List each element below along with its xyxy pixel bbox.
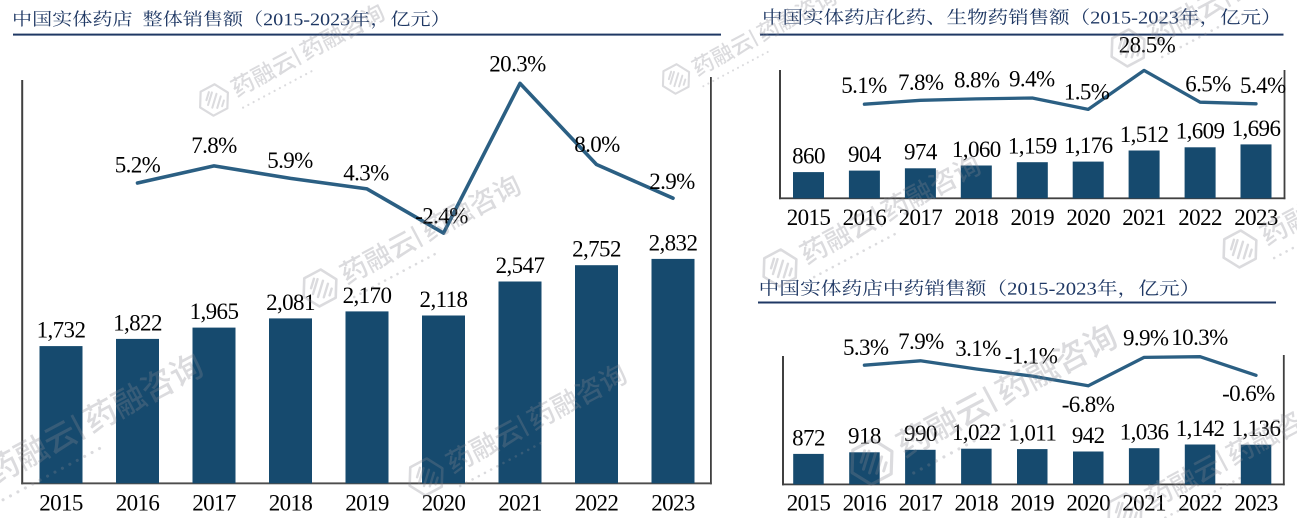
- svg-text:1,022: 1,022: [952, 420, 1001, 445]
- svg-text:904: 904: [848, 142, 882, 167]
- svg-text:2022: 2022: [1178, 205, 1222, 230]
- svg-text:2015: 2015: [787, 491, 831, 516]
- svg-text:2021: 2021: [498, 491, 542, 516]
- svg-text:8.8%: 8.8%: [954, 68, 1000, 93]
- svg-text:1,609: 1,609: [1176, 119, 1225, 144]
- svg-text:2023: 2023: [1234, 205, 1278, 230]
- svg-text:1,732: 1,732: [37, 318, 86, 343]
- svg-text:2,752: 2,752: [572, 237, 621, 262]
- svg-text:2019: 2019: [345, 491, 389, 516]
- svg-text:1,136: 1,136: [1232, 416, 1281, 441]
- svg-text:1.5%: 1.5%: [1064, 79, 1110, 104]
- svg-text:20.3%: 20.3%: [489, 52, 546, 77]
- svg-text:2023: 2023: [651, 491, 695, 516]
- svg-text:2,170: 2,170: [343, 283, 392, 308]
- svg-text:942: 942: [1072, 423, 1105, 448]
- svg-text:8.0%: 8.0%: [574, 132, 620, 157]
- svg-text:1,060: 1,060: [952, 137, 1001, 162]
- svg-text:2016: 2016: [843, 205, 887, 230]
- svg-text:4.3%: 4.3%: [343, 161, 389, 186]
- svg-text:6.5%: 6.5%: [1185, 71, 1231, 96]
- svg-text:7.8%: 7.8%: [191, 133, 237, 158]
- svg-text:2017: 2017: [899, 491, 943, 516]
- svg-text:9.9%: 9.9%: [1123, 326, 1169, 351]
- svg-text:2022: 2022: [575, 491, 619, 516]
- svg-text:5.3%: 5.3%: [843, 335, 889, 360]
- svg-text:2018: 2018: [954, 205, 998, 230]
- svg-text:2018: 2018: [269, 491, 313, 516]
- svg-text:1,142: 1,142: [1176, 416, 1225, 441]
- svg-text:2015: 2015: [787, 205, 831, 230]
- svg-text:9.4%: 9.4%: [1009, 67, 1055, 92]
- svg-text:1,176: 1,176: [1064, 133, 1113, 158]
- svg-text:10.3%: 10.3%: [1171, 325, 1228, 350]
- svg-text:872: 872: [792, 425, 825, 450]
- svg-text:2,118: 2,118: [420, 287, 468, 312]
- svg-text:2021: 2021: [1122, 205, 1166, 230]
- svg-text:2023: 2023: [1234, 491, 1278, 516]
- svg-text:2015: 2015: [39, 491, 83, 516]
- svg-text:1,965: 1,965: [190, 299, 239, 324]
- svg-text:1,696: 1,696: [1232, 116, 1281, 141]
- svg-text:1,011: 1,011: [1008, 421, 1056, 446]
- svg-text:-1.1%: -1.1%: [1005, 344, 1058, 369]
- svg-text:2022: 2022: [1178, 491, 1222, 516]
- svg-text:2,832: 2,832: [649, 230, 698, 255]
- svg-text:2019: 2019: [1010, 491, 1054, 516]
- svg-text:2020: 2020: [1066, 491, 1110, 516]
- svg-text:2,547: 2,547: [496, 253, 545, 278]
- svg-text:2017: 2017: [192, 491, 236, 516]
- svg-text:1,159: 1,159: [1008, 134, 1057, 159]
- svg-text:5.2%: 5.2%: [115, 153, 161, 178]
- svg-text:3.1%: 3.1%: [955, 336, 1001, 361]
- svg-text:7.9%: 7.9%: [898, 329, 944, 354]
- svg-text:2017: 2017: [899, 205, 943, 230]
- svg-text:1,512: 1,512: [1120, 122, 1169, 147]
- svg-text:2020: 2020: [1066, 205, 1110, 230]
- svg-text:5.1%: 5.1%: [841, 73, 887, 98]
- svg-text:7.8%: 7.8%: [898, 70, 944, 95]
- svg-text:2.9%: 2.9%: [649, 169, 695, 194]
- svg-text:1,822: 1,822: [113, 310, 162, 335]
- svg-text:5.9%: 5.9%: [267, 148, 313, 173]
- svg-text:5.4%: 5.4%: [1240, 73, 1286, 98]
- svg-text:974: 974: [904, 140, 938, 165]
- svg-text:860: 860: [792, 144, 825, 169]
- svg-text:2018: 2018: [954, 491, 998, 516]
- svg-text:-0.6%: -0.6%: [1222, 381, 1275, 406]
- svg-text:2016: 2016: [843, 491, 887, 516]
- svg-text:-6.8%: -6.8%: [1062, 392, 1115, 417]
- svg-text:2016: 2016: [116, 491, 160, 516]
- svg-text:2,081: 2,081: [266, 290, 315, 315]
- svg-text:2019: 2019: [1010, 205, 1054, 230]
- svg-text:1,036: 1,036: [1120, 420, 1169, 445]
